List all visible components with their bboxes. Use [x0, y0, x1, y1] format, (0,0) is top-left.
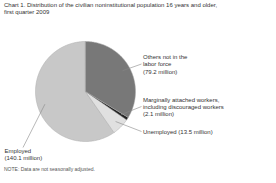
svg-text:Unemployed (13.5 million): Unemployed (13.5 million): [143, 129, 213, 135]
html-text:NOTE: Data are not seasonally: NOTE: Data are not seasonally adjusted.: [4, 166, 95, 173]
svg-text:Employed(140.1 million): Employed(140.1 million): [5, 148, 43, 161]
html-text:Chart 1. Distribution of the c: Chart 1. Distribution of the civilian no…: [4, 2, 218, 16]
svg-text:Marginally attached workers,in: Marginally attached workers,including di…: [143, 97, 224, 117]
svg-text:Others not in thelabor force(7: Others not in thelabor force(79.2 millio…: [143, 54, 188, 74]
